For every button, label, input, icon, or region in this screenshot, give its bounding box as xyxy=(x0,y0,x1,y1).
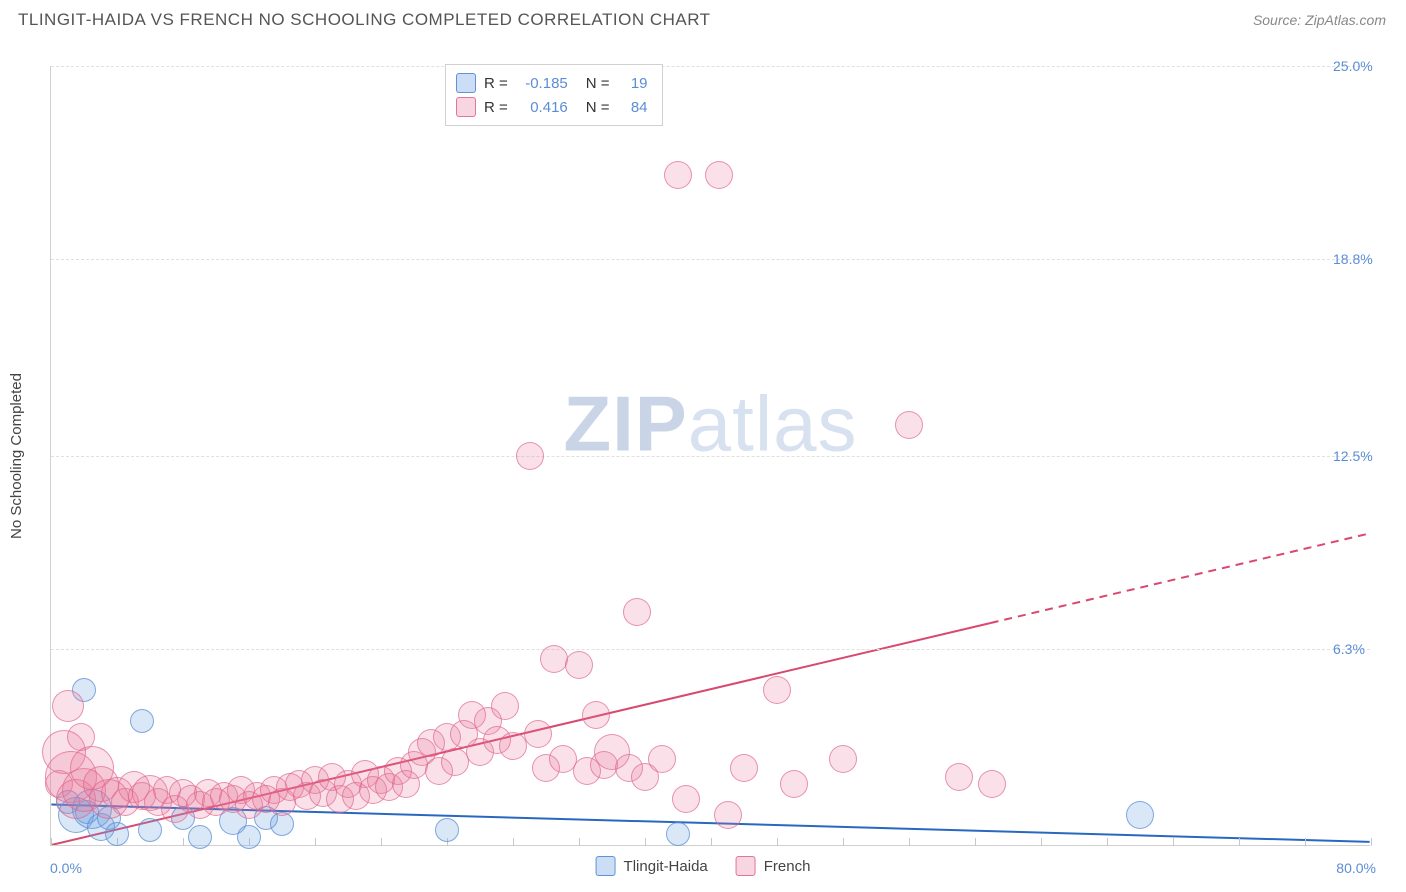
trend-line-dashed xyxy=(991,533,1370,623)
data-point xyxy=(549,745,577,773)
n-value: 19 xyxy=(618,75,648,92)
data-point xyxy=(714,801,742,829)
x-tick-mark xyxy=(1107,838,1108,846)
x-tick-mark xyxy=(1371,838,1372,846)
data-point xyxy=(130,709,154,733)
plot-area: ZIPatlas 6.3%12.5%18.8%25.0% xyxy=(50,66,1370,846)
legend-swatch xyxy=(456,73,476,93)
data-point xyxy=(237,825,261,849)
x-tick-mark xyxy=(315,838,316,846)
legend-series-item: French xyxy=(736,856,811,876)
watermark-atlas: atlas xyxy=(688,380,858,468)
x-tick-mark xyxy=(843,838,844,846)
legend-swatch xyxy=(596,856,616,876)
data-point xyxy=(623,598,651,626)
data-point xyxy=(1126,801,1154,829)
x-tick-mark xyxy=(1041,838,1042,846)
chart-title: TLINGIT-HAIDA VS FRENCH NO SCHOOLING COM… xyxy=(18,10,711,30)
data-point xyxy=(138,818,162,842)
data-point xyxy=(730,754,758,782)
r-value: 0.416 xyxy=(516,99,568,116)
data-point xyxy=(672,785,700,813)
data-point xyxy=(648,745,676,773)
data-point xyxy=(763,676,791,704)
data-point xyxy=(524,720,552,748)
y-tick-label: 18.8% xyxy=(1333,251,1373,267)
legend-series: Tlingit-Haida French xyxy=(596,856,811,876)
data-point xyxy=(664,161,692,189)
watermark-zip: ZIP xyxy=(563,380,687,468)
data-point xyxy=(188,825,212,849)
gridline-h xyxy=(51,66,1370,67)
x-tick-mark xyxy=(1239,838,1240,846)
x-axis-max-label: 80.0% xyxy=(1336,860,1376,876)
x-tick-mark xyxy=(909,838,910,846)
data-point xyxy=(499,732,527,760)
x-tick-mark xyxy=(513,838,514,846)
data-point xyxy=(540,645,568,673)
data-point xyxy=(105,822,129,846)
gridline-h xyxy=(51,259,1370,260)
legend-series-label: Tlingit-Haida xyxy=(624,858,708,875)
x-tick-mark xyxy=(1173,838,1174,846)
legend-correlation-row: R = 0.416 N = 84 xyxy=(456,95,648,119)
gridline-h xyxy=(51,649,1370,650)
data-point xyxy=(52,690,84,722)
n-label: N = xyxy=(586,75,610,92)
data-point xyxy=(666,822,690,846)
legend-swatch xyxy=(736,856,756,876)
y-axis-title: No Schooling Completed xyxy=(8,373,25,539)
data-point xyxy=(516,442,544,470)
legend-swatch xyxy=(456,97,476,117)
n-value: 84 xyxy=(618,99,648,116)
n-label: N = xyxy=(586,99,610,116)
legend-series-item: Tlingit-Haida xyxy=(596,856,708,876)
data-point xyxy=(565,651,593,679)
y-tick-label: 6.3% xyxy=(1333,641,1365,657)
x-tick-mark xyxy=(183,838,184,846)
legend-correlation: R = -0.185 N = 19 R = 0.416 N = 84 xyxy=(445,64,663,126)
y-tick-label: 12.5% xyxy=(1333,448,1373,464)
y-tick-label: 25.0% xyxy=(1333,58,1373,74)
data-point xyxy=(705,161,733,189)
legend-series-label: French xyxy=(764,858,811,875)
data-point xyxy=(978,770,1006,798)
x-axis-min-label: 0.0% xyxy=(50,860,82,876)
gridline-h xyxy=(51,456,1370,457)
legend-correlation-row: R = -0.185 N = 19 xyxy=(456,71,648,95)
x-tick-mark xyxy=(777,838,778,846)
r-label: R = xyxy=(484,75,508,92)
data-point xyxy=(435,818,459,842)
x-tick-mark xyxy=(51,838,52,846)
data-point xyxy=(491,692,519,720)
x-tick-mark xyxy=(645,838,646,846)
x-tick-mark xyxy=(975,838,976,846)
x-tick-mark xyxy=(711,838,712,846)
data-point xyxy=(895,411,923,439)
data-point xyxy=(780,770,808,798)
data-point xyxy=(945,763,973,791)
x-tick-mark xyxy=(579,838,580,846)
data-point xyxy=(829,745,857,773)
chart-container: No Schooling Completed ZIPatlas 6.3% 12.5… xyxy=(0,36,1406,884)
r-value: -0.185 xyxy=(516,75,568,92)
x-tick-mark xyxy=(1305,838,1306,846)
x-tick-mark xyxy=(381,838,382,846)
r-label: R = xyxy=(484,99,508,116)
data-point xyxy=(582,701,610,729)
source-label: Source: ZipAtlas.com xyxy=(1253,12,1386,28)
